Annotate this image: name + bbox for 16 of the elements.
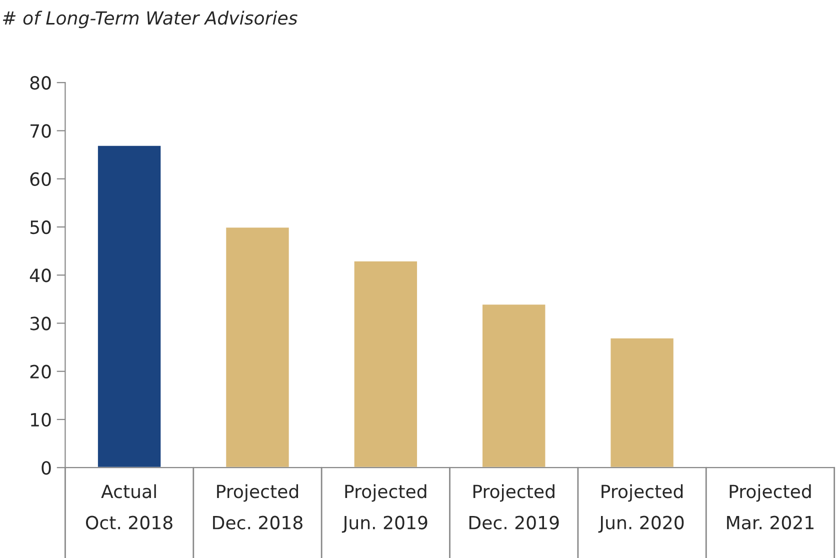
y-tick-label: 70	[30, 124, 51, 138]
y-tick-label: 50	[30, 220, 51, 234]
y-tick-label: 20	[30, 364, 51, 378]
x-tick-label: Projected Dec. 2018	[213, 484, 302, 530]
y-tick-label: 80	[30, 76, 51, 90]
y-axis-title: # of Long-Term Water Advisories	[2, 10, 298, 28]
x-tick-label: Projected Jun. 2020	[598, 484, 684, 533]
y-tick-label: 10	[31, 412, 51, 427]
y-tick-label: 0	[42, 461, 51, 475]
x-tick-label: Actual Oct. 2018	[86, 484, 172, 530]
y-tick-label: 40	[30, 268, 51, 282]
x-tick-label: Projected Jun. 2019	[342, 484, 428, 533]
y-tick-label: 60	[30, 172, 51, 186]
x-tick-label: Projected Dec. 2019	[469, 484, 559, 530]
x-tick-label: Projected Mar. 2021	[727, 484, 814, 530]
y-tick-label: 30	[30, 316, 51, 330]
